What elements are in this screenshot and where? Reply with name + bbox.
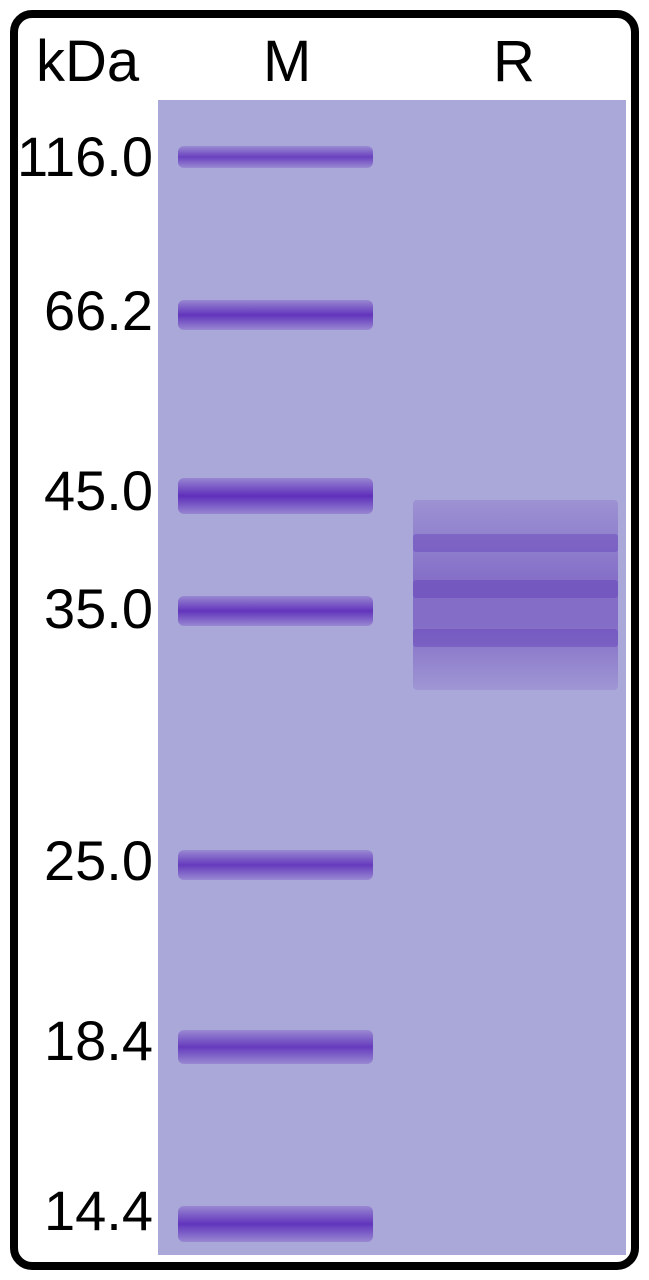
kda-unit-label: kDa <box>36 28 139 95</box>
marker-band <box>178 146 373 168</box>
mw-label: 25.0 <box>44 828 153 893</box>
mw-label: 18.4 <box>44 1008 153 1073</box>
marker-band <box>178 300 373 330</box>
sample-sub-band <box>413 580 618 598</box>
mw-label: 45.0 <box>44 458 153 523</box>
mw-label: 116.0 <box>17 124 153 189</box>
marker-band <box>178 850 373 880</box>
marker-band <box>178 1206 373 1242</box>
mw-label: 14.4 <box>44 1178 153 1243</box>
sample-lane-label: R <box>493 28 535 95</box>
sample-sub-band <box>413 629 618 647</box>
header-row: kDa M R <box>18 18 631 108</box>
gel-area <box>158 100 626 1255</box>
marker-band <box>178 1030 373 1064</box>
mw-label: 35.0 <box>44 576 153 641</box>
sample-sub-band <box>413 534 618 552</box>
marker-band <box>178 596 373 626</box>
gel-frame: kDa M R 116.0 66.2 45.0 35.0 25.0 18.4 14.4 <box>10 10 639 1270</box>
mw-label: 66.2 <box>44 278 153 343</box>
marker-lane-label: M <box>263 28 311 95</box>
marker-band <box>178 478 373 514</box>
